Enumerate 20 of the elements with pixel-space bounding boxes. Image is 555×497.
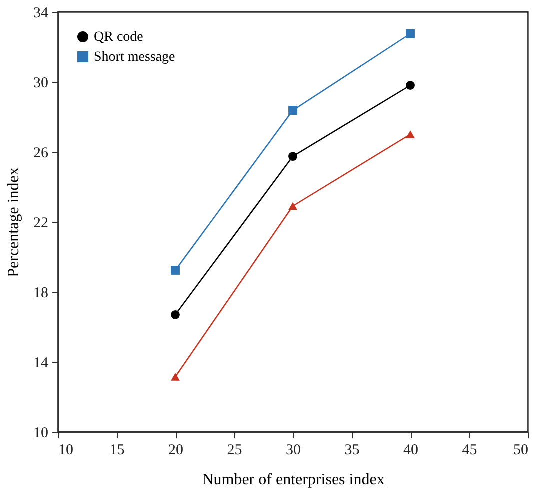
y-tick-label: 26 [34, 146, 49, 162]
x-tick-label: 35 [344, 442, 360, 458]
x-tick-label: 40 [404, 442, 418, 458]
y-tick-label: 22 [34, 216, 48, 232]
x-tick-label: 10 [58, 442, 74, 458]
x-tick-label: 45 [462, 442, 478, 458]
y-axis-title: Percentage index [6, 168, 22, 278]
x-tick-label: 25 [227, 442, 242, 458]
y-tick-label: 18 [34, 286, 48, 302]
legend-label: QR code [94, 30, 144, 45]
y-tick-label: 14 [34, 356, 49, 372]
x-tick-label: 30 [286, 442, 301, 458]
y-tick-label: 30 [34, 76, 48, 92]
y-tick-label: 34 [34, 6, 49, 22]
x-tick-label: 20 [168, 442, 184, 458]
x-axis-title: Number of enterprises index [202, 472, 385, 488]
x-tick-label: 50 [514, 442, 528, 458]
y-tick-label: 10 [34, 426, 48, 442]
x-tick-label: 15 [110, 442, 125, 458]
legend-label: Short message [94, 50, 176, 65]
